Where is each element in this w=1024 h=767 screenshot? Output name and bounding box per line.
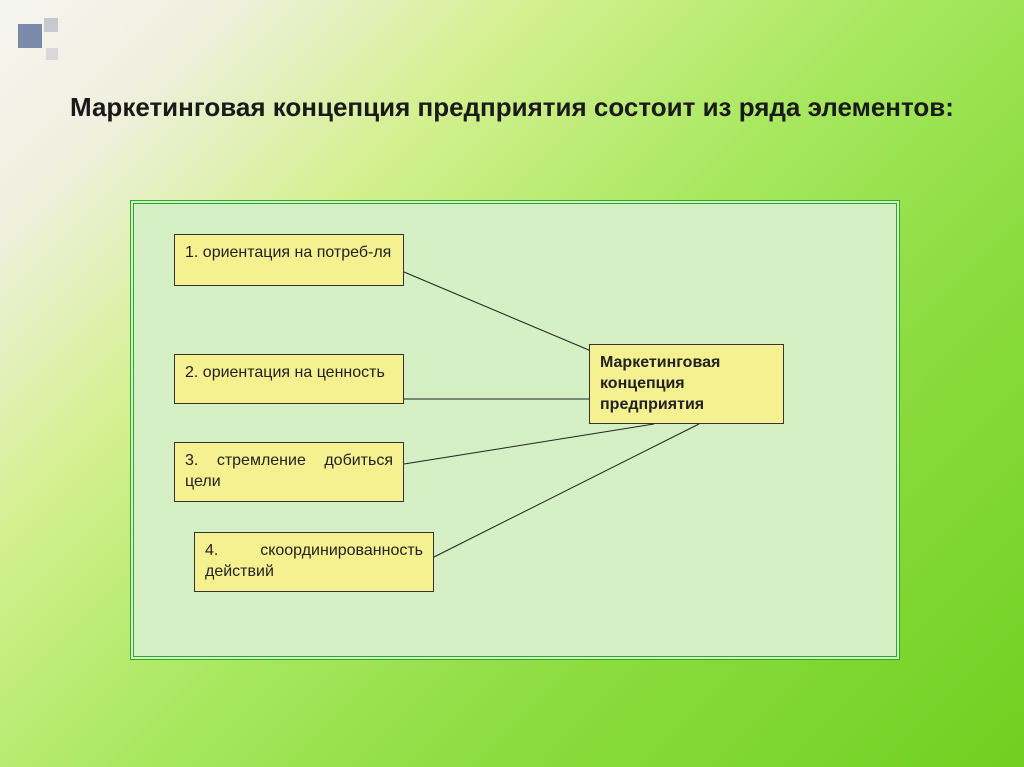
diagram-node-1: 1. ориентация на потреб-ля: [174, 234, 404, 286]
diagram-node-center: Маркетинговая концепция предприятия: [589, 344, 784, 424]
diagram-node-4: 4. скоординированность действий: [194, 532, 434, 592]
diagram-frame: 1. ориентация на потреб-ля 2. ориентация…: [130, 200, 900, 660]
diagram-node-2: 2. ориентация на ценность: [174, 354, 404, 404]
slide-title: Маркетинговая концепция предприятия сост…: [70, 80, 954, 135]
diagram-node-3: 3. стремление добиться цели: [174, 442, 404, 502]
